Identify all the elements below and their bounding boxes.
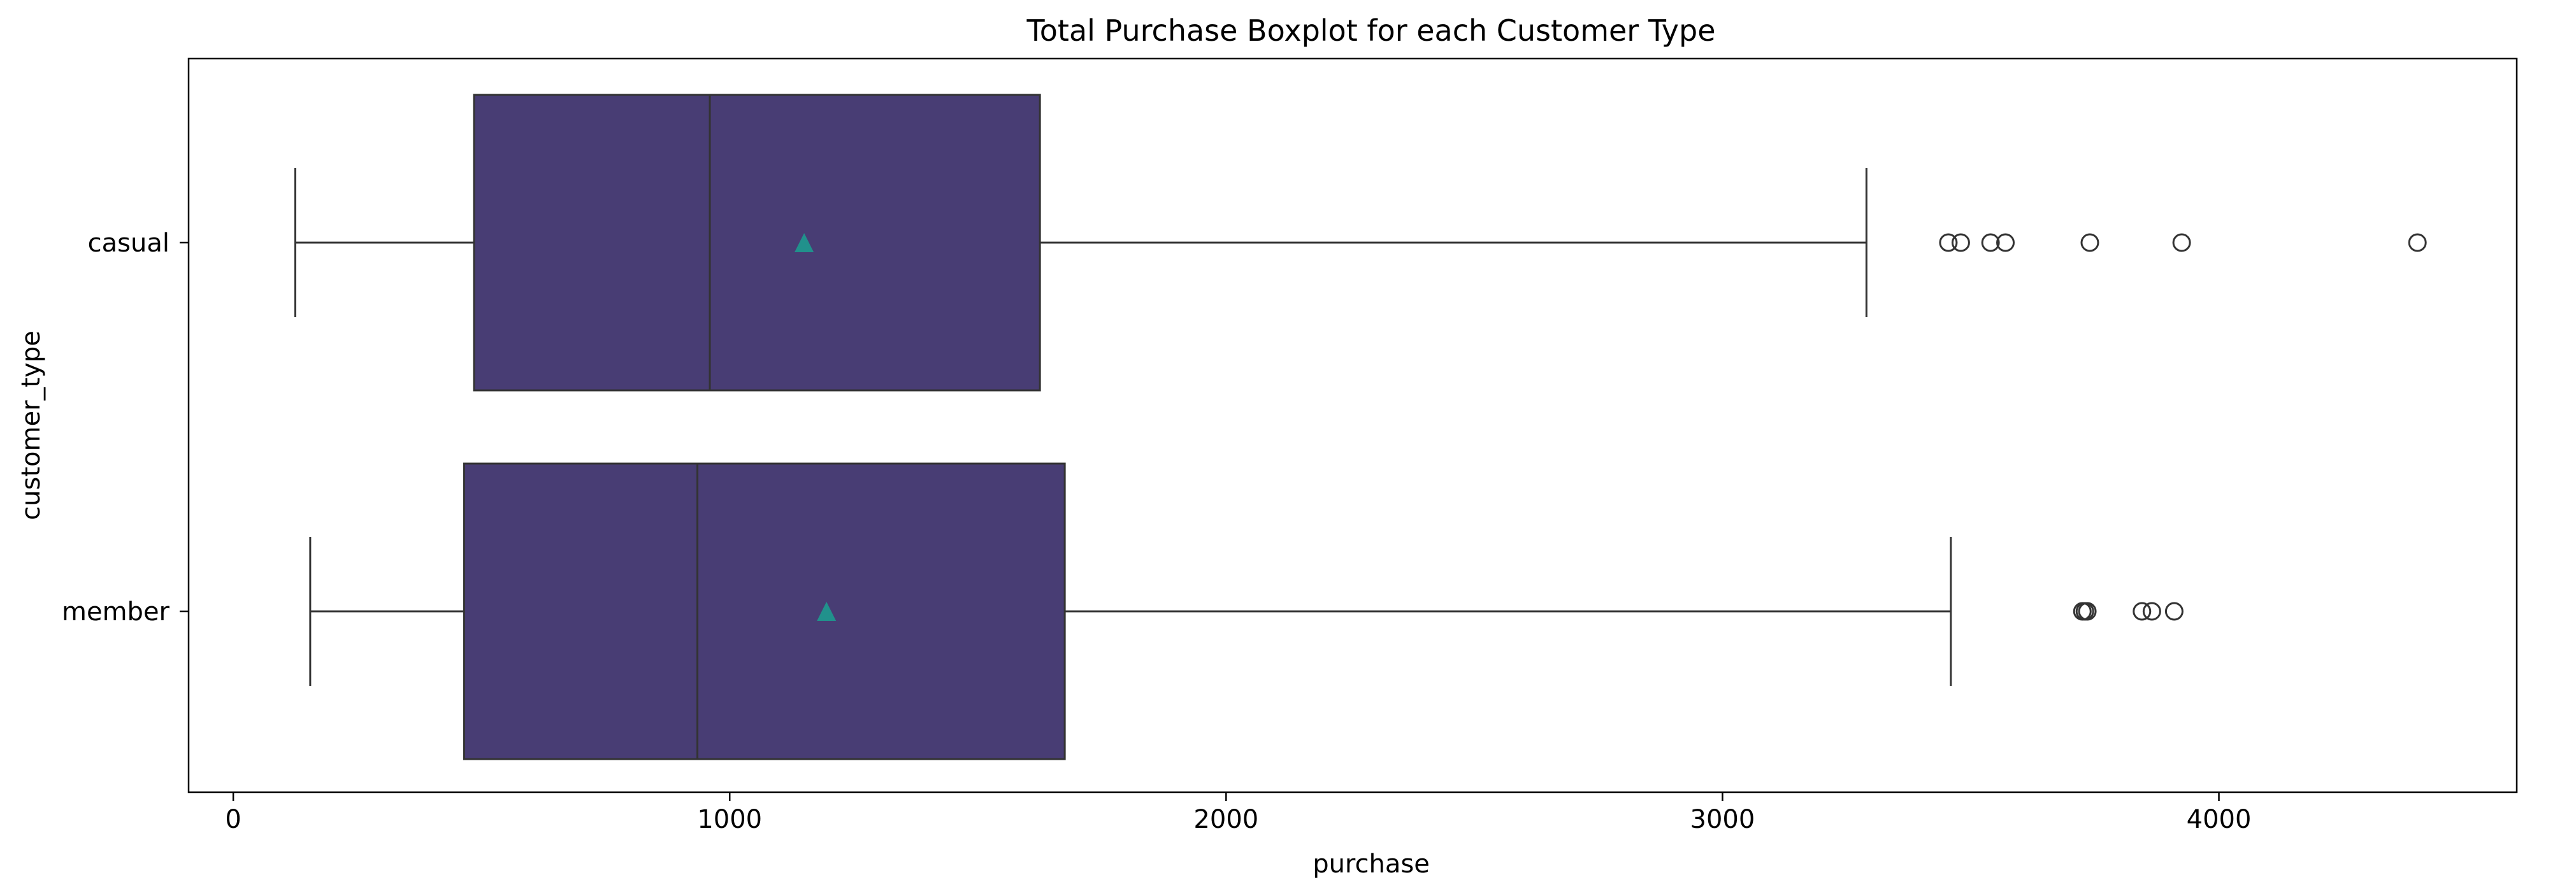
x-tick-label: 2000 (1193, 805, 1258, 834)
mean-marker (817, 602, 837, 621)
x-tick-label: 4000 (2187, 805, 2252, 834)
outlier-point (2408, 233, 2427, 252)
box-casual (294, 94, 2427, 392)
outlier-point (2080, 233, 2099, 252)
x-axis-label: purchase (1313, 850, 1430, 879)
outlier-point (1981, 233, 2000, 252)
outlier-point (1939, 233, 1958, 252)
outlier-point (1951, 233, 1970, 252)
x-tick-label: 3000 (1690, 805, 1755, 834)
y-axis-ticks: casual member (62, 229, 189, 627)
outlier-point (2078, 602, 2097, 621)
y-tick-label: casual (88, 229, 169, 258)
outlier-point (2172, 233, 2191, 252)
mean-marker (795, 233, 814, 252)
outlier-point (2142, 602, 2161, 621)
box-member (309, 462, 2184, 760)
chart-title: Total Purchase Boxplot for each Customer… (1026, 13, 1716, 48)
outlier-point (2164, 602, 2184, 621)
x-axis-ticks: 0 1000 2000 3000 4000 (225, 792, 2251, 834)
y-tick-label: member (62, 597, 170, 627)
outlier-point (2133, 602, 2152, 621)
y-axis-label: customer_type (17, 331, 46, 520)
interquartile-box (463, 462, 1066, 760)
x-tick-label: 1000 (697, 805, 762, 834)
plot-frame (187, 57, 2518, 793)
interquartile-box (473, 94, 1041, 392)
outlier-point (1996, 233, 2015, 252)
plot-area (294, 94, 2427, 760)
x-tick-label: 0 (225, 805, 241, 834)
